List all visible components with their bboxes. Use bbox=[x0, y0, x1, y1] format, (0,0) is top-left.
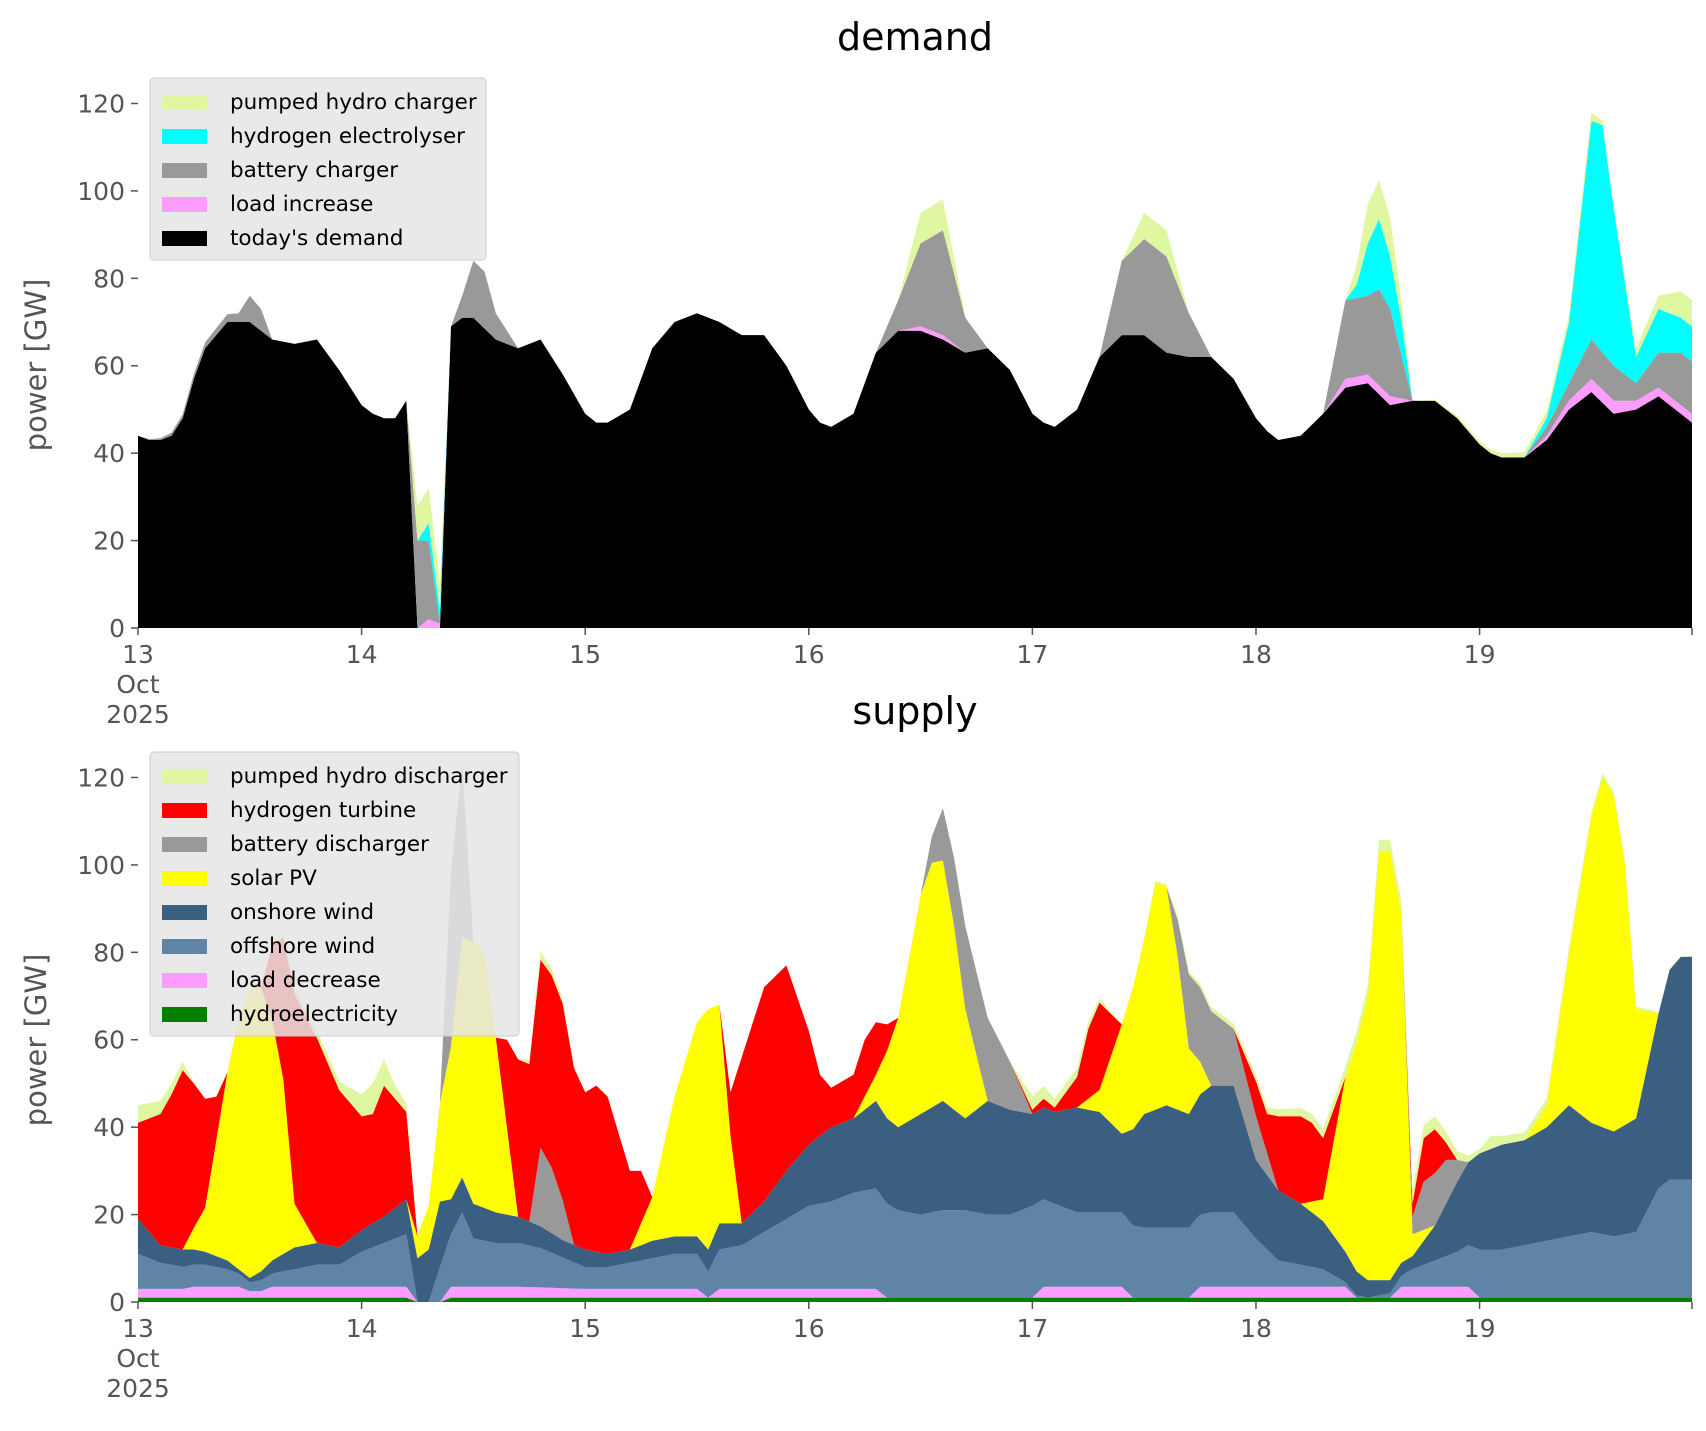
demand-y-axis: 0 20 40 60 80 100 120 bbox=[77, 89, 138, 643]
supply-y-tick-label: 120 bbox=[77, 763, 125, 792]
supply-y-tick-label: 20 bbox=[93, 1201, 125, 1230]
demand-panel: demand 0 20 40 60 80 100 120 13 Oct 2025 14 15 16 17… bbox=[19, 15, 1693, 729]
supply-legend-label-pumped-hydro-discharger: pumped hydro discharger bbox=[230, 764, 508, 789]
supply-legend-label-hydrogen-turbine: hydrogen turbine bbox=[230, 798, 416, 823]
supply-legend-label-hydroelectricity: hydroelectricity bbox=[230, 1002, 398, 1027]
supply-legend-label-load-decrease: load decrease bbox=[230, 968, 381, 993]
demand-y-tick-label: 40 bbox=[93, 439, 125, 468]
supply-title: supply bbox=[852, 689, 977, 733]
demand-x-tick-label: 17 bbox=[1016, 640, 1048, 669]
demand-x-tick-label: 13 Oct 2025 bbox=[106, 640, 170, 729]
supply-y-tick-label: 0 bbox=[109, 1288, 125, 1317]
demand-areas bbox=[138, 112, 1692, 628]
supply-legend-swatch-solar-pv bbox=[162, 871, 207, 886]
supply-x-tick-label-line: 16 bbox=[793, 1314, 825, 1343]
supply-y-tick-label: 100 bbox=[77, 851, 125, 880]
supply-area-solar-pv bbox=[138, 777, 1692, 1281]
supply-legend-label-battery-discharger: battery discharger bbox=[230, 832, 429, 857]
supply-x-tick-label: 16 bbox=[793, 1314, 825, 1343]
demand-y-tick-label: 0 bbox=[109, 614, 125, 643]
demand-x-tick-label: 18 bbox=[1240, 640, 1272, 669]
demand-x-tick-label-line: 19 bbox=[1464, 640, 1496, 669]
demand-title: demand bbox=[837, 15, 993, 59]
supply-x-tick-label: 15 bbox=[569, 1314, 601, 1343]
demand-legend-label-today-s-demand: today's demand bbox=[230, 226, 403, 251]
demand-y-tick-label: 100 bbox=[77, 177, 125, 206]
demand-legend-box bbox=[149, 77, 487, 261]
demand-y-tick-label: 80 bbox=[93, 264, 125, 293]
supply-x-tick-label: 18 bbox=[1240, 1314, 1272, 1343]
supply-x-tick-label-line: 17 bbox=[1016, 1314, 1048, 1343]
demand-y-tick-label: 60 bbox=[93, 352, 125, 381]
supply-area-load-decrease bbox=[138, 1286, 1692, 1302]
demand-legend-swatch-today-s-demand bbox=[162, 231, 207, 246]
supply-legend-swatch-offshore-wind bbox=[162, 939, 207, 954]
supply-y-label: power [GW] bbox=[19, 954, 53, 1127]
demand-x-tick-label: 15 bbox=[569, 640, 601, 669]
supply-legend: pumped hydro discharger hydrogen turbine b… bbox=[149, 751, 520, 1037]
supply-legend-label-onshore-wind: onshore wind bbox=[230, 900, 374, 925]
demand-x-tick-label-line: 2025 bbox=[106, 700, 170, 729]
demand-legend-swatch-battery-charger bbox=[162, 163, 207, 178]
supply-x-tick-label: 17 bbox=[1016, 1314, 1048, 1343]
supply-x-tick-label-line: 19 bbox=[1464, 1314, 1496, 1343]
demand-legend-label-pumped-hydro-charger: pumped hydro charger bbox=[230, 90, 477, 115]
demand-legend-label-battery-charger: battery charger bbox=[230, 158, 398, 183]
demand-x-tick-label-line: 14 bbox=[346, 640, 378, 669]
supply-x-tick-label-line: 14 bbox=[346, 1314, 378, 1343]
demand-x-tick-label-line: 16 bbox=[793, 640, 825, 669]
supply-area-offshore-wind bbox=[138, 1179, 1692, 1302]
supply-y-tick-label: 40 bbox=[93, 1113, 125, 1142]
supply-x-axis: 13 Oct 2025 14 15 16 17 18 19 bbox=[106, 1302, 1693, 1403]
supply-x-tick-label: 13 Oct 2025 bbox=[106, 1314, 170, 1403]
demand-legend-swatch-load-increase bbox=[162, 197, 207, 212]
demand-area-today-s-demand bbox=[138, 313, 1692, 628]
demand-y-label: power [GW] bbox=[19, 279, 53, 452]
demand-x-tick-label-line: 15 bbox=[569, 640, 601, 669]
supply-y-axis: 0 20 40 60 80 100 120 bbox=[77, 763, 138, 1317]
supply-legend-swatch-battery-discharger bbox=[162, 837, 207, 852]
supply-x-tick-label: 14 bbox=[346, 1314, 378, 1343]
supply-legend-swatch-load-decrease bbox=[162, 973, 207, 988]
supply-x-tick-label-line: 15 bbox=[569, 1314, 601, 1343]
supply-y-tick-label: 80 bbox=[93, 938, 125, 967]
supply-area-hydrogen-turbine bbox=[138, 762, 1692, 1254]
demand-y-tick-label: 20 bbox=[93, 527, 125, 556]
demand-legend-label-load-increase: load increase bbox=[230, 192, 373, 217]
supply-legend-swatch-pumped-hydro-discharger bbox=[162, 769, 207, 784]
demand-legend-label-hydrogen-electrolyser: hydrogen electrolyser bbox=[230, 124, 465, 149]
demand-x-tick-label: 14 bbox=[346, 640, 378, 669]
supply-legend-label-solar-pv: solar PV bbox=[230, 866, 317, 891]
supply-legend-swatch-onshore-wind bbox=[162, 905, 207, 920]
supply-area-pumped-hydro-discharger bbox=[138, 762, 1692, 1237]
demand-y-tick-label: 120 bbox=[77, 89, 125, 118]
demand-x-tick-label-line: 18 bbox=[1240, 640, 1272, 669]
demand-area-battery-charger bbox=[138, 230, 1692, 628]
supply-x-tick-label-line: Oct bbox=[116, 1344, 159, 1373]
supply-area-onshore-wind bbox=[138, 956, 1692, 1302]
supply-x-tick-label-line: 18 bbox=[1240, 1314, 1272, 1343]
supply-legend-box bbox=[149, 751, 520, 1037]
supply-area-hydroelectricity bbox=[138, 1297, 1692, 1302]
supply-x-tick-label-line: 2025 bbox=[106, 1374, 170, 1403]
demand-legend-swatch-hydrogen-electrolyser bbox=[162, 129, 207, 144]
demand-legend: pumped hydro charger hydrogen electrolyse… bbox=[149, 77, 487, 261]
demand-x-tick-label: 19 bbox=[1464, 640, 1496, 669]
demand-x-tick-label-line: 13 bbox=[122, 640, 154, 669]
supply-legend-swatch-hydroelectricity bbox=[162, 1007, 207, 1022]
demand-x-tick-label-line: 17 bbox=[1016, 640, 1048, 669]
supply-x-tick-label-line: 13 bbox=[122, 1314, 154, 1343]
demand-x-tick-label: 16 bbox=[793, 640, 825, 669]
demand-x-axis: 13 Oct 2025 14 15 16 17 18 19 bbox=[106, 628, 1693, 729]
demand-legend-swatch-pumped-hydro-charger bbox=[162, 95, 207, 110]
demand-x-tick-label-line: Oct bbox=[116, 670, 159, 699]
supply-legend-label-offshore-wind: offshore wind bbox=[230, 934, 375, 959]
supply-x-tick-label: 19 bbox=[1464, 1314, 1496, 1343]
supply-legend-swatch-hydrogen-turbine bbox=[162, 803, 207, 818]
supply-y-tick-label: 60 bbox=[93, 1026, 125, 1055]
